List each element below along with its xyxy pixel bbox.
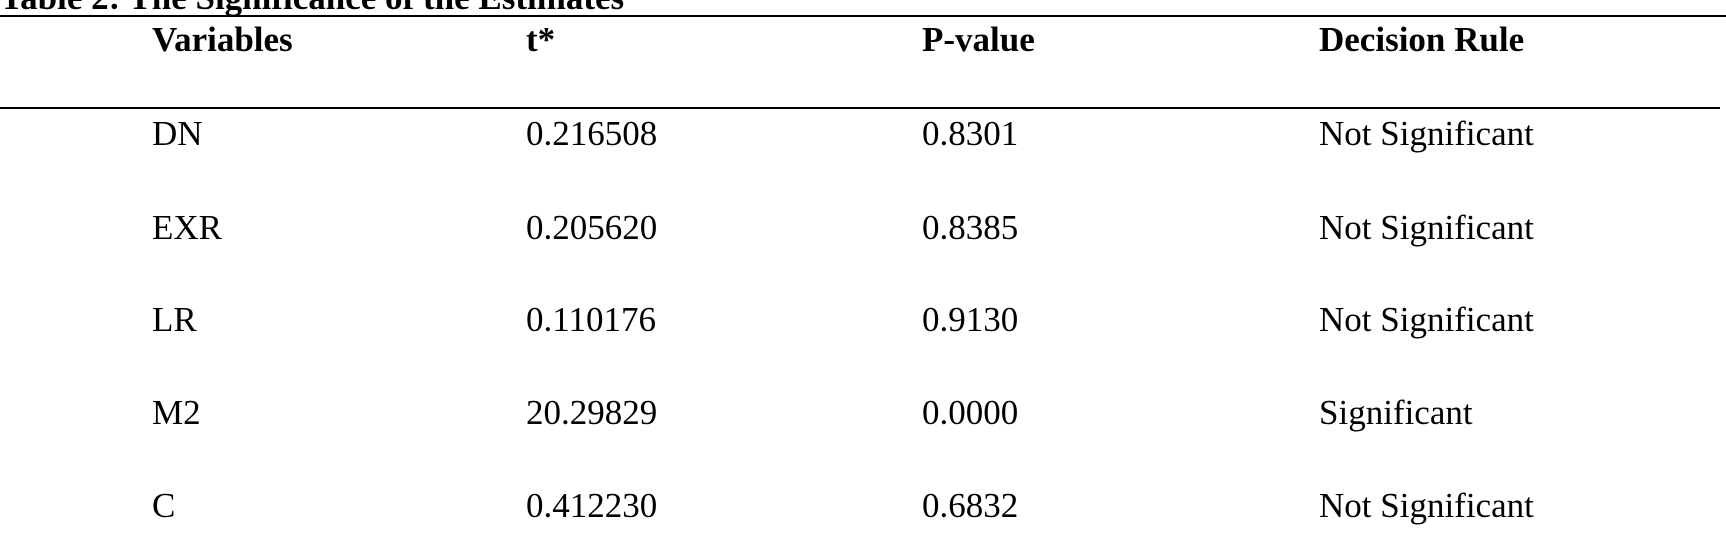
cell: Not Significant [1319,300,1534,339]
header-cell: Decision Rule [1319,20,1525,59]
header-cell: t* [526,20,556,59]
cell: 0.9130 [922,300,1019,339]
cell: 0.216508 [526,114,658,153]
cell: Significant [1319,393,1473,432]
header-cell: P-value [922,20,1035,59]
header-rule [0,107,1720,109]
cell: Not Significant [1319,114,1534,153]
cell: Not Significant [1319,208,1534,247]
cell: EXR [152,208,222,247]
cell: Not Significant [1319,486,1534,525]
header-cell: Variables [152,20,293,59]
cell: 0.110176 [526,300,656,339]
cell: 0.8385 [922,208,1019,247]
top-rule [0,15,1726,17]
cell: 20.29829 [526,393,658,432]
table-title: Table 2: The Significance of the Estimat… [0,0,624,18]
cell: 0.412230 [526,486,658,525]
cell: DN [152,114,203,153]
cell: M2 [152,393,201,432]
cell: C [152,486,176,525]
cell: 0.0000 [922,393,1019,432]
cell: LR [152,300,197,339]
cell: 0.6832 [922,486,1019,525]
cell: 0.8301 [922,114,1019,153]
cell: 0.205620 [526,208,658,247]
